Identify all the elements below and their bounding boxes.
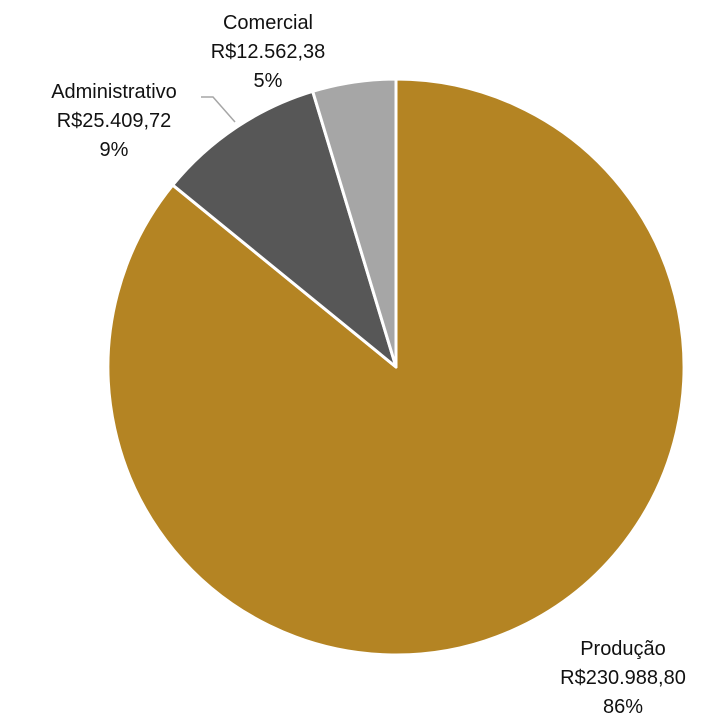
pie-slice-administrativo: [171, 89, 398, 369]
leader-lines: [201, 96, 236, 123]
label-producao-percent: 86%: [603, 696, 643, 718]
pie-slices: [106, 77, 686, 657]
label-comercial-value: R$12.562,38: [211, 41, 326, 63]
label-comercial-name: Comercial: [223, 12, 313, 34]
label-producao-value: R$230.988,80: [560, 667, 686, 689]
label-administrativo-value: R$25.409,72: [57, 110, 172, 132]
pie-slice-comercial: [311, 77, 398, 369]
leader-line-administrativo: [201, 96, 236, 123]
label-administrativo-percent: 9%: [100, 139, 129, 161]
label-administrativo-name: Administrativo: [51, 81, 177, 103]
label-producao-name: Produção: [580, 638, 666, 660]
label-comercial-percent: 5%: [254, 70, 283, 92]
